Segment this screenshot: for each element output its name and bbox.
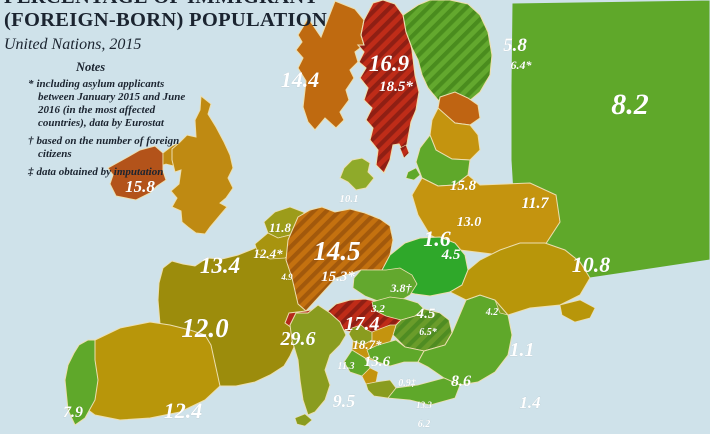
svg-text:5.8: 5.8 [503, 35, 527, 56]
svg-text:13.4: 13.4 [200, 253, 240, 278]
svg-text:17.4: 17.4 [345, 313, 380, 335]
svg-text:1.6: 1.6 [423, 226, 451, 251]
svg-text:3.8†: 3.8† [390, 281, 413, 295]
svg-text:12.4: 12.4 [164, 398, 203, 423]
svg-text:15.8: 15.8 [450, 178, 477, 194]
svg-text:8.2: 8.2 [611, 88, 649, 121]
svg-text:13.6: 13.6 [364, 354, 391, 370]
svg-text:15.8: 15.8 [125, 177, 155, 196]
svg-text:11.3: 11.3 [338, 361, 355, 372]
svg-text:12.4*: 12.4* [253, 246, 283, 261]
svg-text:11.8: 11.8 [269, 220, 292, 235]
svg-text:11.7: 11.7 [521, 195, 549, 212]
svg-text:1.4: 1.4 [519, 393, 540, 412]
svg-text:10.8: 10.8 [572, 252, 611, 277]
svg-text:12.0: 12.0 [181, 313, 229, 343]
svg-text:10.1: 10.1 [339, 193, 358, 205]
svg-text:13.3: 13.3 [416, 400, 432, 410]
svg-text:18.7*: 18.7* [352, 337, 382, 352]
svg-text:4.5: 4.5 [416, 306, 436, 322]
svg-text:7.9: 7.9 [63, 404, 83, 421]
svg-text:14.4: 14.4 [281, 67, 320, 92]
svg-text:6.4*: 6.4* [511, 58, 533, 72]
svg-text:0.9‡: 0.9‡ [398, 378, 417, 389]
svg-text:15.3*: 15.3* [321, 269, 355, 285]
svg-text:6.5*: 6.5* [419, 327, 438, 338]
svg-text:18.5*: 18.5* [379, 79, 413, 95]
svg-text:4.9: 4.9 [280, 272, 293, 282]
svg-text:29.6: 29.6 [280, 328, 316, 350]
svg-text:13.0: 13.0 [457, 215, 482, 230]
svg-text:6.2: 6.2 [418, 419, 431, 430]
svg-text:1.1: 1.1 [510, 339, 535, 361]
svg-text:14.5: 14.5 [313, 236, 360, 266]
svg-text:16.9: 16.9 [369, 51, 410, 76]
svg-text:8.6: 8.6 [451, 373, 471, 390]
svg-text:9.5: 9.5 [333, 391, 356, 411]
svg-text:4.2: 4.2 [485, 307, 499, 318]
